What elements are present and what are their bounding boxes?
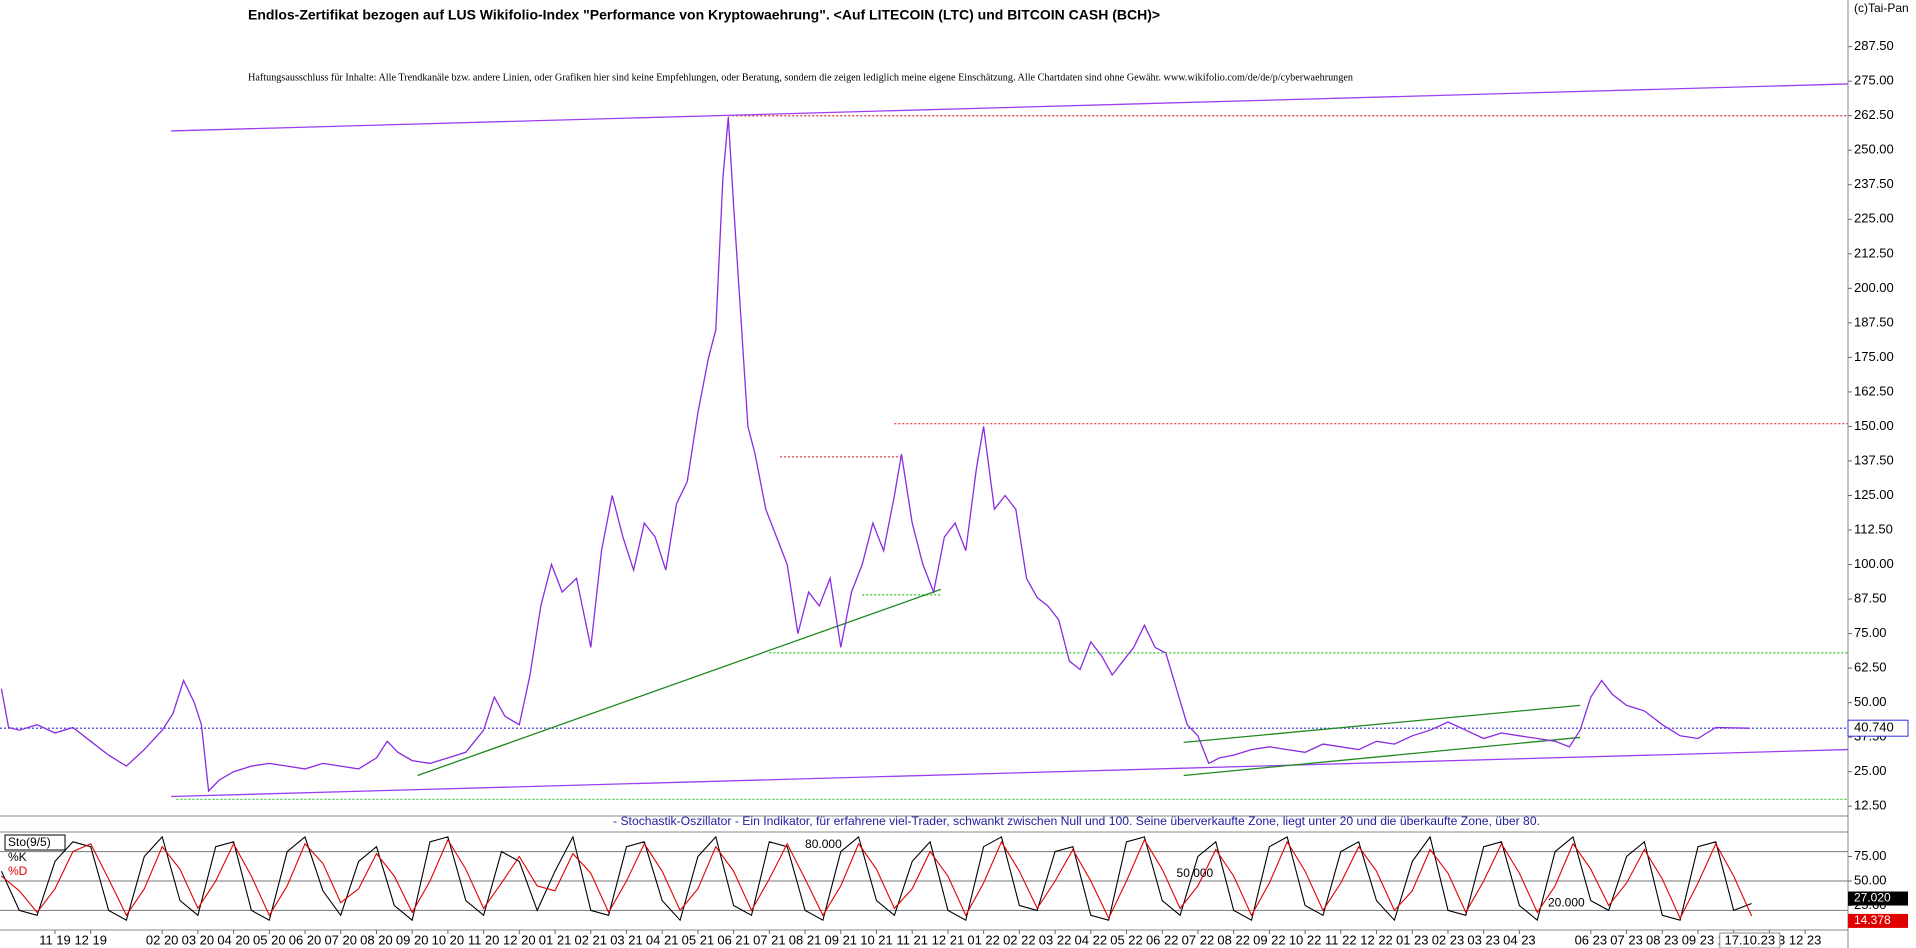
x-tick-label: 05 22	[1110, 932, 1143, 947]
x-tick-label: 06 22	[1146, 932, 1179, 947]
y-tick-label: 75.00	[1854, 848, 1887, 863]
y-tick-label: 212.50	[1854, 245, 1894, 260]
series-line	[0, 835, 1752, 922]
x-tick-label: 03 23	[1467, 932, 1500, 947]
x-tick-label: 10 22	[1289, 932, 1322, 947]
readout-label: 14.378	[1854, 913, 1891, 927]
readout-box	[1848, 891, 1908, 906]
trendline	[1183, 704, 1581, 744]
x-tick-label: 12 23	[1789, 932, 1822, 947]
trendline	[171, 748, 1849, 798]
x-tick-label: 04 22	[1075, 932, 1108, 947]
level-label: 50.000	[1177, 866, 1214, 880]
trendline	[1183, 736, 1581, 777]
y-tick-label: 25.00	[1854, 763, 1887, 778]
x-tick-label: 05 21	[682, 932, 715, 947]
y-tick-label: 87.50	[1854, 590, 1887, 605]
x-tick-label: 08 22	[1217, 932, 1250, 947]
x-tick-label: 12 20	[503, 932, 536, 947]
x-tick-label: 11 20	[468, 932, 500, 947]
y-tick-label: 162.50	[1854, 383, 1894, 398]
y-tick-label: 262.50	[1854, 107, 1894, 122]
x-tick-label: 07 20	[324, 932, 357, 947]
y-tick-label: 175.00	[1854, 349, 1894, 364]
y-tick-label: 75.00	[1854, 625, 1887, 640]
y-tick-label: 62.50	[1854, 660, 1887, 675]
y-tick-label: 50.00	[1854, 872, 1887, 887]
x-tick-label: 01 22	[967, 932, 1000, 947]
y-tick-label: 125.00	[1854, 487, 1894, 502]
readout-label: 40.740	[1854, 720, 1894, 735]
x-tick-label: 09 22	[1253, 932, 1286, 947]
x-tick-label: 02 20	[146, 932, 179, 947]
x-tick-label: 11 22	[1325, 932, 1357, 947]
x-tick-label: 05 20	[253, 932, 286, 947]
y-tick-label: 275.00	[1854, 73, 1894, 88]
y-tick-label: 187.50	[1854, 314, 1894, 329]
series-line	[0, 117, 1750, 793]
y-tick-label: 250.00	[1854, 142, 1894, 157]
x-tick-label: 02 23	[1432, 932, 1465, 947]
x-tick-label: 09 20	[396, 932, 429, 947]
y-tick-label: 200.00	[1854, 280, 1894, 295]
legend-entry: %K	[8, 850, 27, 864]
date-box	[1719, 932, 1781, 948]
x-tick-label: 04 21	[646, 932, 679, 947]
x-tick-label: 10 21	[860, 932, 893, 947]
y-tick-label: 137.50	[1854, 452, 1894, 467]
disclaimer: Haftungsausschluss für Inhalte: Alle Tre…	[248, 72, 1353, 83]
x-tick-label: 12 22	[1360, 932, 1393, 947]
x-tick-label: 03 21	[610, 932, 643, 947]
y-tick-label: 150.00	[1854, 418, 1894, 433]
x-tick-label: 08 20	[360, 932, 393, 947]
y-tick-label: 112.50	[1854, 521, 1893, 536]
x-tick-label: 04 23	[1503, 932, 1536, 947]
x-tick-label: 12 21	[932, 932, 965, 947]
date-label: 17.10.23	[1724, 932, 1775, 947]
y-tick-label: 50.00	[1854, 694, 1887, 709]
x-tick-label: 09 23	[1682, 932, 1715, 947]
y-tick-label: 12.50	[1854, 798, 1887, 813]
indicator-name-box	[4, 834, 66, 851]
readout-label: 27.020	[1854, 891, 1891, 905]
x-tick-label: 07 22	[1182, 932, 1215, 947]
x-tick-label: 08 21	[789, 932, 822, 947]
readout-box	[1848, 913, 1908, 928]
x-tick-label: 02 22	[1003, 932, 1036, 947]
y-tick-label: 287.50	[1854, 38, 1894, 53]
x-tick-label: 07 23	[1610, 932, 1643, 947]
indicator-title: - Stochastik-Oszillator - Ein Indikator,…	[613, 814, 1540, 828]
indicator-name: Sto(9/5)	[8, 835, 51, 849]
x-tick-label: 11 21	[896, 932, 928, 947]
level-label: 20.000	[1548, 896, 1585, 910]
x-tick-label: 11 19	[39, 932, 71, 947]
trendline	[171, 83, 1849, 132]
x-tick-label: 12 19	[74, 932, 107, 947]
series-line	[1, 838, 1753, 920]
x-tick-label: 07 21	[753, 932, 786, 947]
x-tick-label: 02 21	[574, 932, 607, 947]
x-tick-label: 01 21	[539, 932, 572, 947]
x-tick-label: 06 23	[1575, 932, 1608, 947]
level-label: 80.000	[805, 837, 842, 851]
x-tick-label: 10 20	[432, 932, 465, 947]
legend-entry: %D	[8, 864, 28, 878]
x-tick-label: 06 20	[289, 932, 322, 947]
copyright: (c)Tai-Pan	[1854, 1, 1909, 15]
y-tick-label: 225.00	[1854, 211, 1894, 226]
x-tick-label: 01 23	[1396, 932, 1429, 947]
x-tick-label: 03 20	[182, 932, 215, 947]
x-tick-label: 06 21	[717, 932, 750, 947]
y-tick-label: 237.50	[1854, 176, 1894, 191]
readout-box	[1847, 719, 1909, 737]
y-tick-label: 100.00	[1854, 556, 1894, 571]
x-tick-label: 09 21	[825, 932, 858, 947]
x-tick-label: 08 23	[1646, 932, 1679, 947]
x-tick-label: 03 22	[1039, 932, 1072, 947]
trendline	[417, 588, 942, 777]
chart-title: Endlos-Zertifikat bezogen auf LUS Wikifo…	[248, 7, 1160, 23]
x-tick-label: 04 20	[217, 932, 250, 947]
